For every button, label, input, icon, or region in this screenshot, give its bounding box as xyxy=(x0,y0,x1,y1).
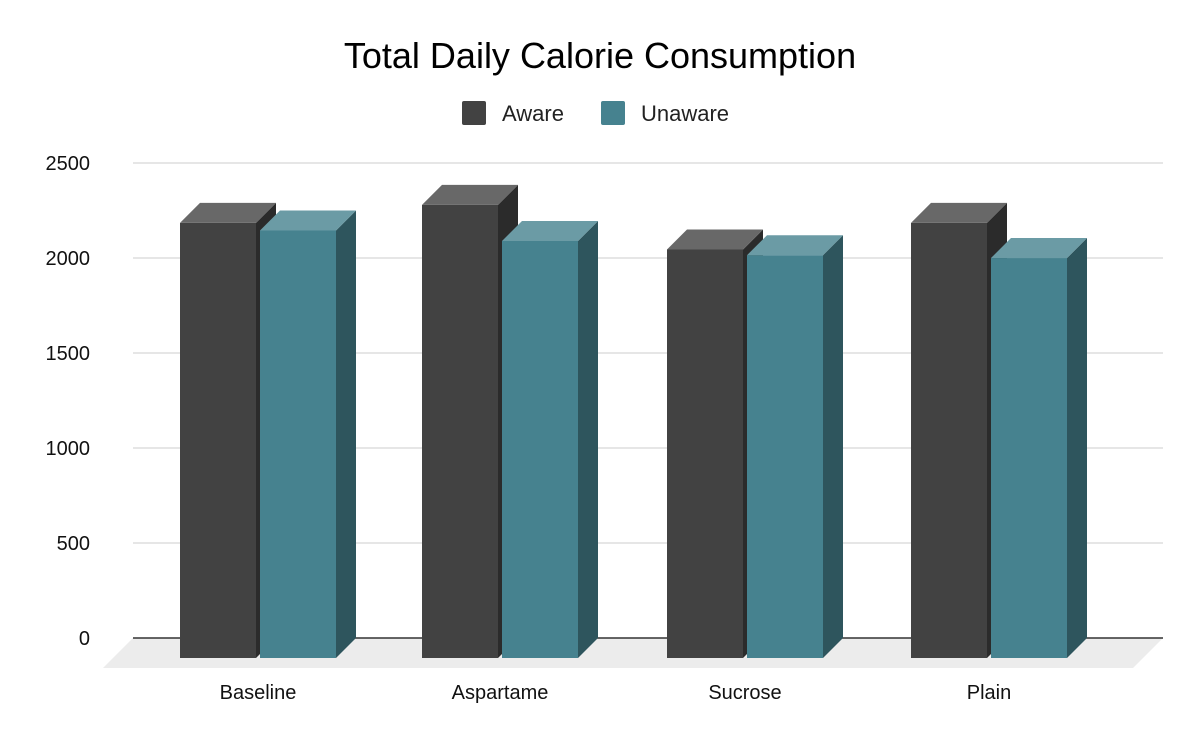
bar-front xyxy=(502,240,578,658)
y-tick-label: 2000 xyxy=(46,248,91,270)
y-tick-label: 1000 xyxy=(46,438,91,460)
bar-top xyxy=(667,229,763,250)
bar-front xyxy=(180,222,256,658)
bar xyxy=(260,210,356,658)
bar-top xyxy=(260,210,356,231)
bar-top xyxy=(747,235,843,256)
y-tick-label: 2500 xyxy=(46,153,91,175)
bar-front xyxy=(747,255,823,658)
bar-front xyxy=(991,258,1067,658)
bar xyxy=(991,238,1087,659)
legend-label-aware: Aware xyxy=(502,101,564,126)
legend: Aware Unaware xyxy=(462,101,729,126)
bar-top xyxy=(911,202,1007,223)
x-tick-label: Aspartame xyxy=(452,682,549,704)
bar xyxy=(502,220,598,658)
legend-label-unaware: Unaware xyxy=(641,101,729,126)
bar-top xyxy=(180,202,276,223)
y-tick-label: 1500 xyxy=(46,343,91,365)
y-tick-label: 500 xyxy=(57,533,90,555)
y-axis: 0 500 1000 1500 2000 2500 xyxy=(46,153,91,650)
y-tick-label: 0 xyxy=(79,628,90,650)
bar-side xyxy=(1067,238,1087,659)
legend-swatch-aware xyxy=(462,101,486,125)
x-tick-label: Plain xyxy=(967,682,1011,704)
x-tick-label: Sucrose xyxy=(708,682,781,704)
bar-top xyxy=(422,184,518,205)
bar-front xyxy=(260,230,336,658)
legend-swatch-unaware xyxy=(601,101,625,125)
bar-front xyxy=(911,222,987,658)
chart-floor xyxy=(103,638,1163,668)
bar-top xyxy=(991,238,1087,259)
bar-front xyxy=(422,204,498,658)
bar-front xyxy=(667,249,743,658)
bar-side xyxy=(823,235,843,658)
floor-plane xyxy=(103,638,1163,668)
bar xyxy=(747,235,843,658)
bar-top xyxy=(502,220,598,241)
chart-title: Total Daily Calorie Consumption xyxy=(344,35,856,76)
x-axis: Baseline Aspartame Sucrose Plain xyxy=(220,682,1012,704)
bar-side xyxy=(336,210,356,658)
x-tick-label: Baseline xyxy=(220,682,297,704)
bar-side xyxy=(578,220,598,658)
bars xyxy=(180,184,1087,659)
